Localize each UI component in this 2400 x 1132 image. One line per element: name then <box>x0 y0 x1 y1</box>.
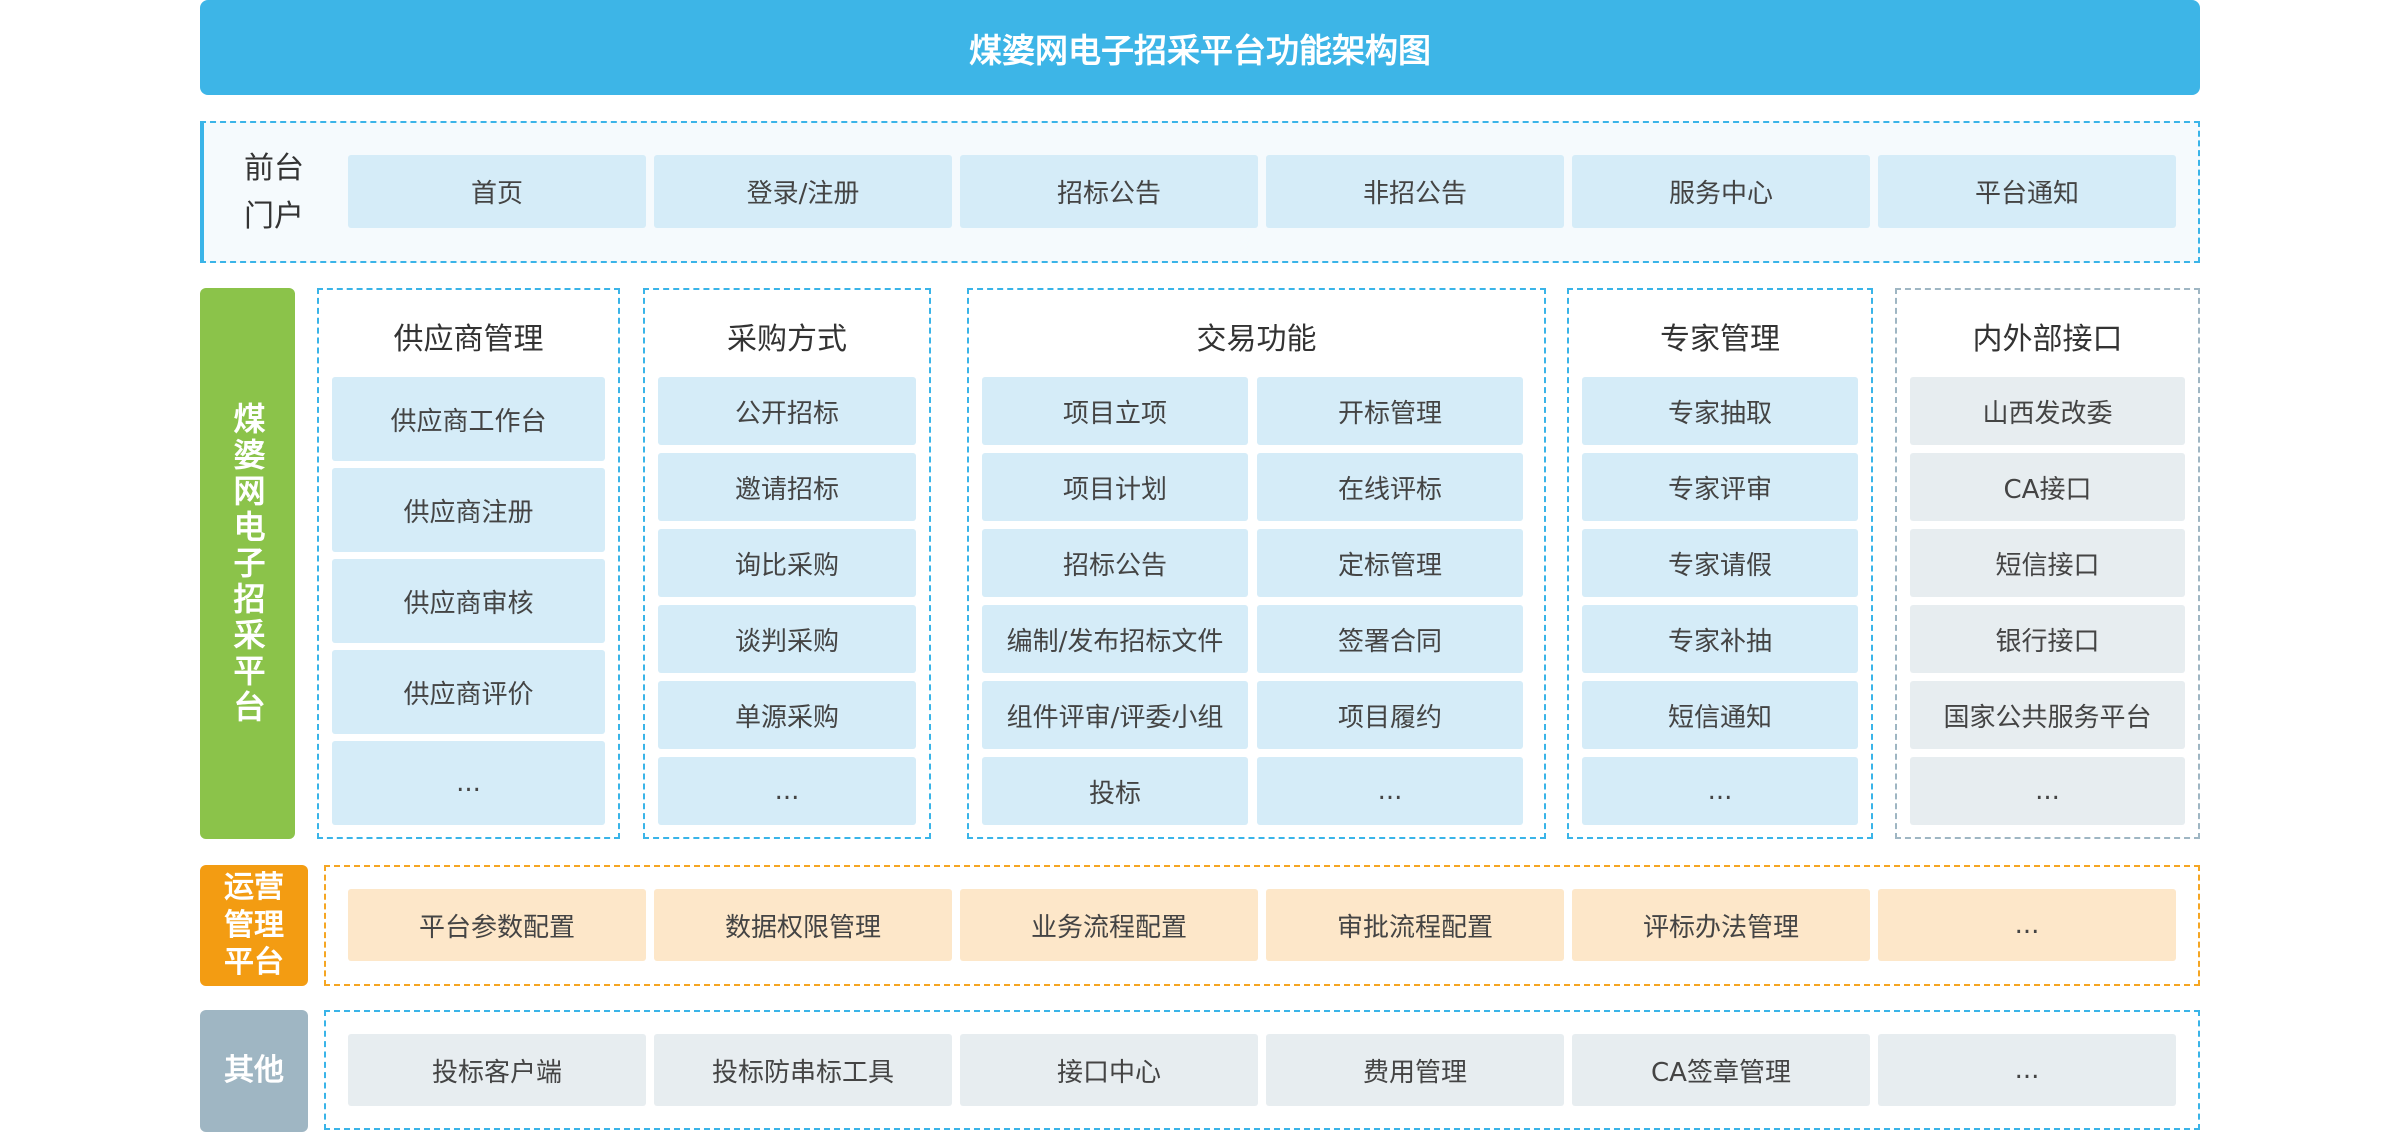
column-item: 专家补抽 <box>1582 605 1858 673</box>
column-item: 供应商注册 <box>332 468 605 552</box>
column-item: 组件评审/评委小组 <box>982 681 1248 749</box>
column-title: 专家管理 <box>1660 322 1780 357</box>
operations-label: 运营 管理 平台 <box>200 865 308 986</box>
column-item: 单源采购 <box>658 681 916 749</box>
column-item: 短信通知 <box>1582 681 1858 749</box>
column-section <box>1895 288 2200 839</box>
other-item: 接口中心 <box>960 1034 1258 1106</box>
operations-item: 业务流程配置 <box>960 889 1258 961</box>
column-title: 供应商管理 <box>393 322 544 357</box>
operations-label-line: 平台 <box>224 945 284 981</box>
frontend-item: 非招公告 <box>1266 155 1564 228</box>
operations-label-line: 管理 <box>224 907 284 943</box>
column-item: ... <box>1257 757 1523 825</box>
operations-label-line: 运营 <box>224 870 284 906</box>
column-item: 项目计划 <box>982 453 1248 521</box>
column-item: ... <box>1582 757 1858 825</box>
operations-item: 数据权限管理 <box>654 889 952 961</box>
column-item: 短信接口 <box>1910 529 2185 597</box>
column-item: ... <box>332 741 605 825</box>
column-section <box>967 288 1546 839</box>
other-item: CA签章管理 <box>1572 1034 1870 1106</box>
column-item: 山西发改委 <box>1910 377 2185 445</box>
operations-item: 评标办法管理 <box>1572 889 1870 961</box>
column-item: 项目履约 <box>1257 681 1523 749</box>
other-label: 其他 <box>200 1010 308 1132</box>
column-item: 定标管理 <box>1257 529 1523 597</box>
column-item: 供应商评价 <box>332 650 605 734</box>
other-section <box>324 1010 2200 1130</box>
column-item: 供应商工作台 <box>332 377 605 461</box>
operations-item: ... <box>1878 889 2176 961</box>
other-item: ... <box>1878 1034 2176 1106</box>
frontend-item: 平台通知 <box>1878 155 2176 228</box>
column-item: 询比采购 <box>658 529 916 597</box>
column-title: 交易功能 <box>1196 322 1317 357</box>
frontend-item: 服务中心 <box>1572 155 1870 228</box>
other-item: 投标客户端 <box>348 1034 646 1106</box>
column-item: 公开招标 <box>658 377 916 445</box>
frontend-item: 首页 <box>348 155 646 228</box>
column-item: 专家请假 <box>1582 529 1858 597</box>
frontend-label: 前台门户 <box>244 151 304 234</box>
column-section <box>643 288 931 839</box>
column-section <box>317 288 620 839</box>
column-item: 投标 <box>982 757 1248 825</box>
column-item: 在线评标 <box>1257 453 1523 521</box>
column-section <box>1567 288 1873 839</box>
column-item: 专家抽取 <box>1582 377 1858 445</box>
column-item: 签署合同 <box>1257 605 1523 673</box>
page-title: 煤婆网电子招采平台功能架构图 <box>200 0 2200 95</box>
column-item: 供应商审核 <box>332 559 605 643</box>
column-item: 邀请招标 <box>658 453 916 521</box>
column-item: ... <box>1910 757 2185 825</box>
column-item: 银行接口 <box>1910 605 2185 673</box>
other-item: 投标防串标工具 <box>654 1034 952 1106</box>
column-item: ... <box>658 757 916 825</box>
column-item: 开标管理 <box>1257 377 1523 445</box>
column-title: 采购方式 <box>727 322 847 357</box>
column-title: 内外部接口 <box>1972 322 2123 357</box>
column-item: 国家公共服务平台 <box>1910 681 2185 749</box>
column-item: 项目立项 <box>982 377 1248 445</box>
column-item: CA接口 <box>1910 453 2185 521</box>
operations-item: 平台参数配置 <box>348 889 646 961</box>
frontend-item: 登录/注册 <box>654 155 952 228</box>
column-item: 谈判采购 <box>658 605 916 673</box>
other-item: 费用管理 <box>1266 1034 1564 1106</box>
frontend-item: 招标公告 <box>960 155 1258 228</box>
operations-section <box>324 865 2200 986</box>
column-item: 编制/发布招标文件 <box>982 605 1248 673</box>
column-item: 专家评审 <box>1582 453 1858 521</box>
platform-label: 煤婆网电子招采平台 <box>200 288 295 839</box>
column-item: 招标公告 <box>982 529 1248 597</box>
operations-item: 审批流程配置 <box>1266 889 1564 961</box>
